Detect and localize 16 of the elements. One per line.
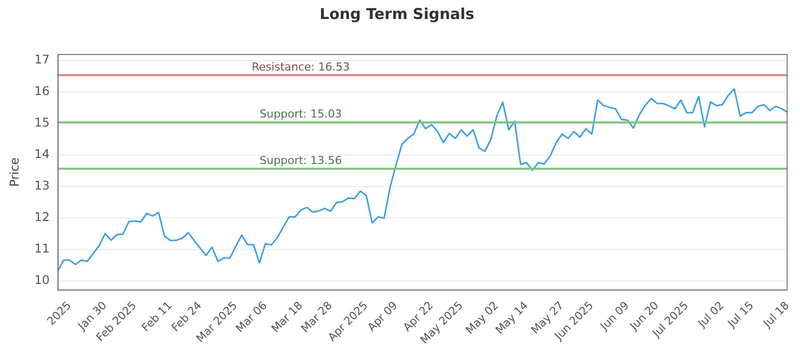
- ref-line-label: Support: 15.03: [260, 108, 342, 121]
- x-tick-label: Jul 18: [760, 298, 792, 331]
- y-tick-label: 13: [34, 178, 50, 192]
- y-tick-label: 14: [34, 146, 50, 161]
- x-tick-label: Jul 02: [694, 298, 727, 331]
- y-tick-label: 15: [34, 115, 50, 130]
- ref-line-label: Support: 13.56: [260, 154, 342, 168]
- y-tick-label: 17: [34, 52, 50, 66]
- y-tick-label: 10: [34, 272, 50, 287]
- chart-title: Long Term Signals: [320, 4, 474, 23]
- y-tick-label: 11: [34, 241, 50, 256]
- y-tick-label: 12: [34, 210, 50, 224]
- y-tick-label: 16: [34, 84, 50, 98]
- ref-line-label: Resistance: 16.53: [252, 60, 350, 74]
- y-axis-title: Price: [7, 158, 22, 187]
- x-tick-label: Jul 15: [724, 298, 756, 331]
